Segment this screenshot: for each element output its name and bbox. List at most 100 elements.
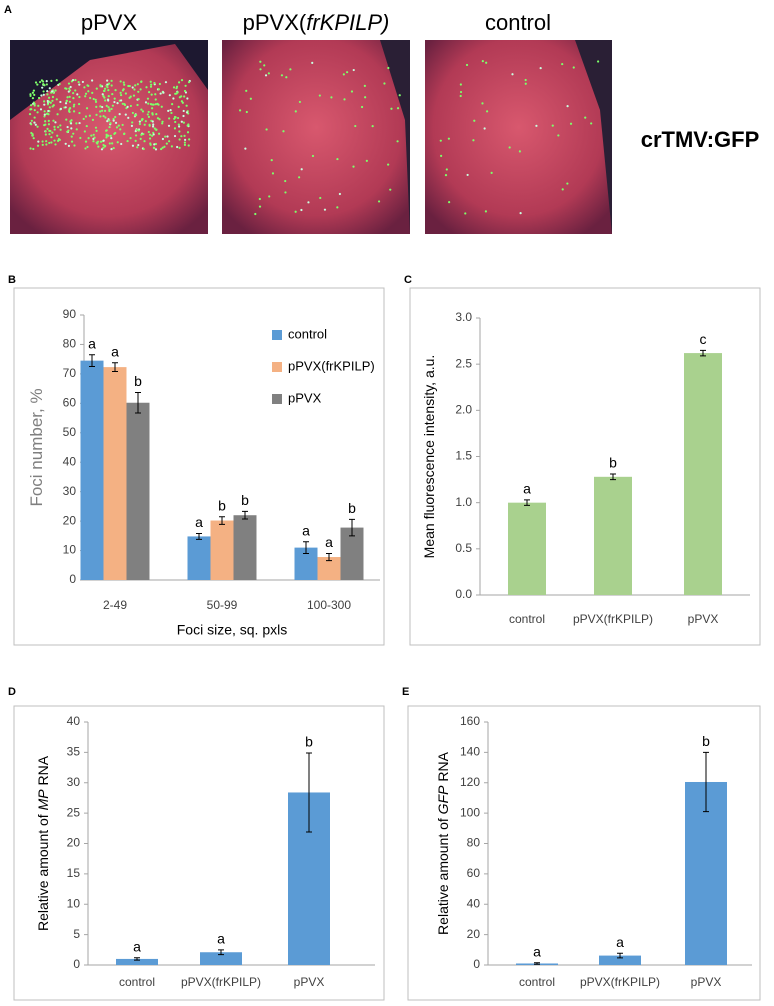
focus bbox=[143, 140, 146, 143]
focus bbox=[112, 119, 115, 122]
focus bbox=[43, 110, 46, 113]
focus bbox=[187, 81, 191, 84]
leaf bbox=[10, 44, 208, 234]
focus bbox=[51, 95, 55, 99]
focus bbox=[360, 105, 364, 109]
significance-label: a bbox=[302, 522, 310, 538]
focus bbox=[42, 93, 45, 96]
focus bbox=[126, 139, 129, 143]
focus bbox=[447, 137, 450, 140]
focus bbox=[110, 137, 113, 140]
focus bbox=[93, 136, 96, 139]
focus bbox=[151, 112, 154, 115]
focus bbox=[109, 122, 112, 125]
focus bbox=[51, 99, 54, 102]
focus bbox=[177, 105, 180, 108]
focus bbox=[307, 201, 310, 204]
focus bbox=[91, 79, 94, 82]
x-tick-label: pPVX(frKPILP) bbox=[580, 975, 660, 989]
focus bbox=[66, 125, 69, 129]
focus bbox=[172, 86, 176, 89]
focus bbox=[390, 107, 393, 110]
focus bbox=[112, 146, 115, 150]
focus bbox=[115, 126, 119, 129]
significance-label: b bbox=[348, 500, 356, 516]
error-bar bbox=[242, 510, 248, 520]
focus bbox=[134, 134, 138, 137]
focus bbox=[87, 90, 90, 93]
focus bbox=[172, 97, 175, 100]
x-tick-label: 2-49 bbox=[103, 598, 127, 612]
focus bbox=[177, 123, 180, 126]
focus bbox=[486, 110, 489, 113]
bar bbox=[508, 502, 546, 595]
photo-title: pPVX(frKPILP) bbox=[243, 10, 390, 35]
focus bbox=[139, 88, 142, 91]
y-axis-label: Foci number, % bbox=[27, 388, 46, 506]
focus bbox=[84, 140, 88, 143]
focus bbox=[58, 82, 61, 86]
focus bbox=[465, 63, 469, 67]
focus bbox=[168, 117, 171, 120]
focus bbox=[161, 122, 164, 125]
focus bbox=[58, 138, 61, 142]
focus bbox=[176, 116, 180, 120]
focus bbox=[183, 143, 187, 146]
focus bbox=[114, 121, 118, 124]
focus bbox=[119, 80, 122, 83]
focus bbox=[147, 90, 151, 94]
bar bbox=[210, 520, 234, 580]
focus bbox=[178, 146, 181, 150]
focus bbox=[103, 87, 107, 90]
focus bbox=[36, 83, 39, 86]
focus bbox=[365, 159, 368, 162]
focus bbox=[45, 143, 48, 146]
focus bbox=[49, 101, 52, 104]
focus bbox=[569, 122, 573, 125]
focus bbox=[41, 143, 44, 146]
focus bbox=[238, 109, 242, 112]
focus bbox=[69, 85, 72, 89]
focus bbox=[32, 89, 36, 92]
focus bbox=[136, 103, 139, 107]
bar bbox=[116, 958, 158, 965]
bar bbox=[340, 527, 364, 580]
focus bbox=[245, 110, 248, 114]
focus bbox=[105, 104, 108, 107]
y-tick-label: 1.5 bbox=[455, 449, 472, 463]
focus bbox=[95, 129, 98, 133]
focus bbox=[101, 109, 104, 112]
focus bbox=[137, 90, 140, 93]
focus bbox=[109, 134, 112, 137]
photo-title: pPVX bbox=[81, 10, 138, 35]
focus bbox=[383, 82, 386, 85]
focus bbox=[284, 191, 287, 194]
focus bbox=[71, 79, 75, 82]
focus bbox=[398, 94, 401, 97]
focus bbox=[108, 125, 111, 129]
focus bbox=[258, 197, 261, 201]
focus bbox=[259, 68, 262, 71]
focus bbox=[178, 125, 181, 128]
focus bbox=[170, 145, 173, 148]
focus bbox=[108, 108, 111, 111]
focus bbox=[48, 87, 51, 90]
focus bbox=[161, 146, 164, 149]
error-bar bbox=[306, 752, 312, 833]
focus bbox=[45, 112, 48, 116]
focus bbox=[29, 147, 32, 150]
error-bar bbox=[703, 751, 709, 813]
y-tick-label: 80 bbox=[63, 337, 77, 351]
focus bbox=[180, 95, 183, 98]
focus bbox=[47, 113, 50, 116]
focus bbox=[84, 92, 88, 95]
focus bbox=[70, 135, 73, 138]
focus bbox=[59, 107, 63, 110]
focus bbox=[75, 122, 78, 125]
focus bbox=[36, 144, 40, 147]
focus bbox=[34, 81, 38, 84]
focus bbox=[183, 95, 186, 98]
focus bbox=[244, 147, 247, 150]
focus bbox=[32, 147, 35, 151]
focus bbox=[107, 89, 110, 92]
